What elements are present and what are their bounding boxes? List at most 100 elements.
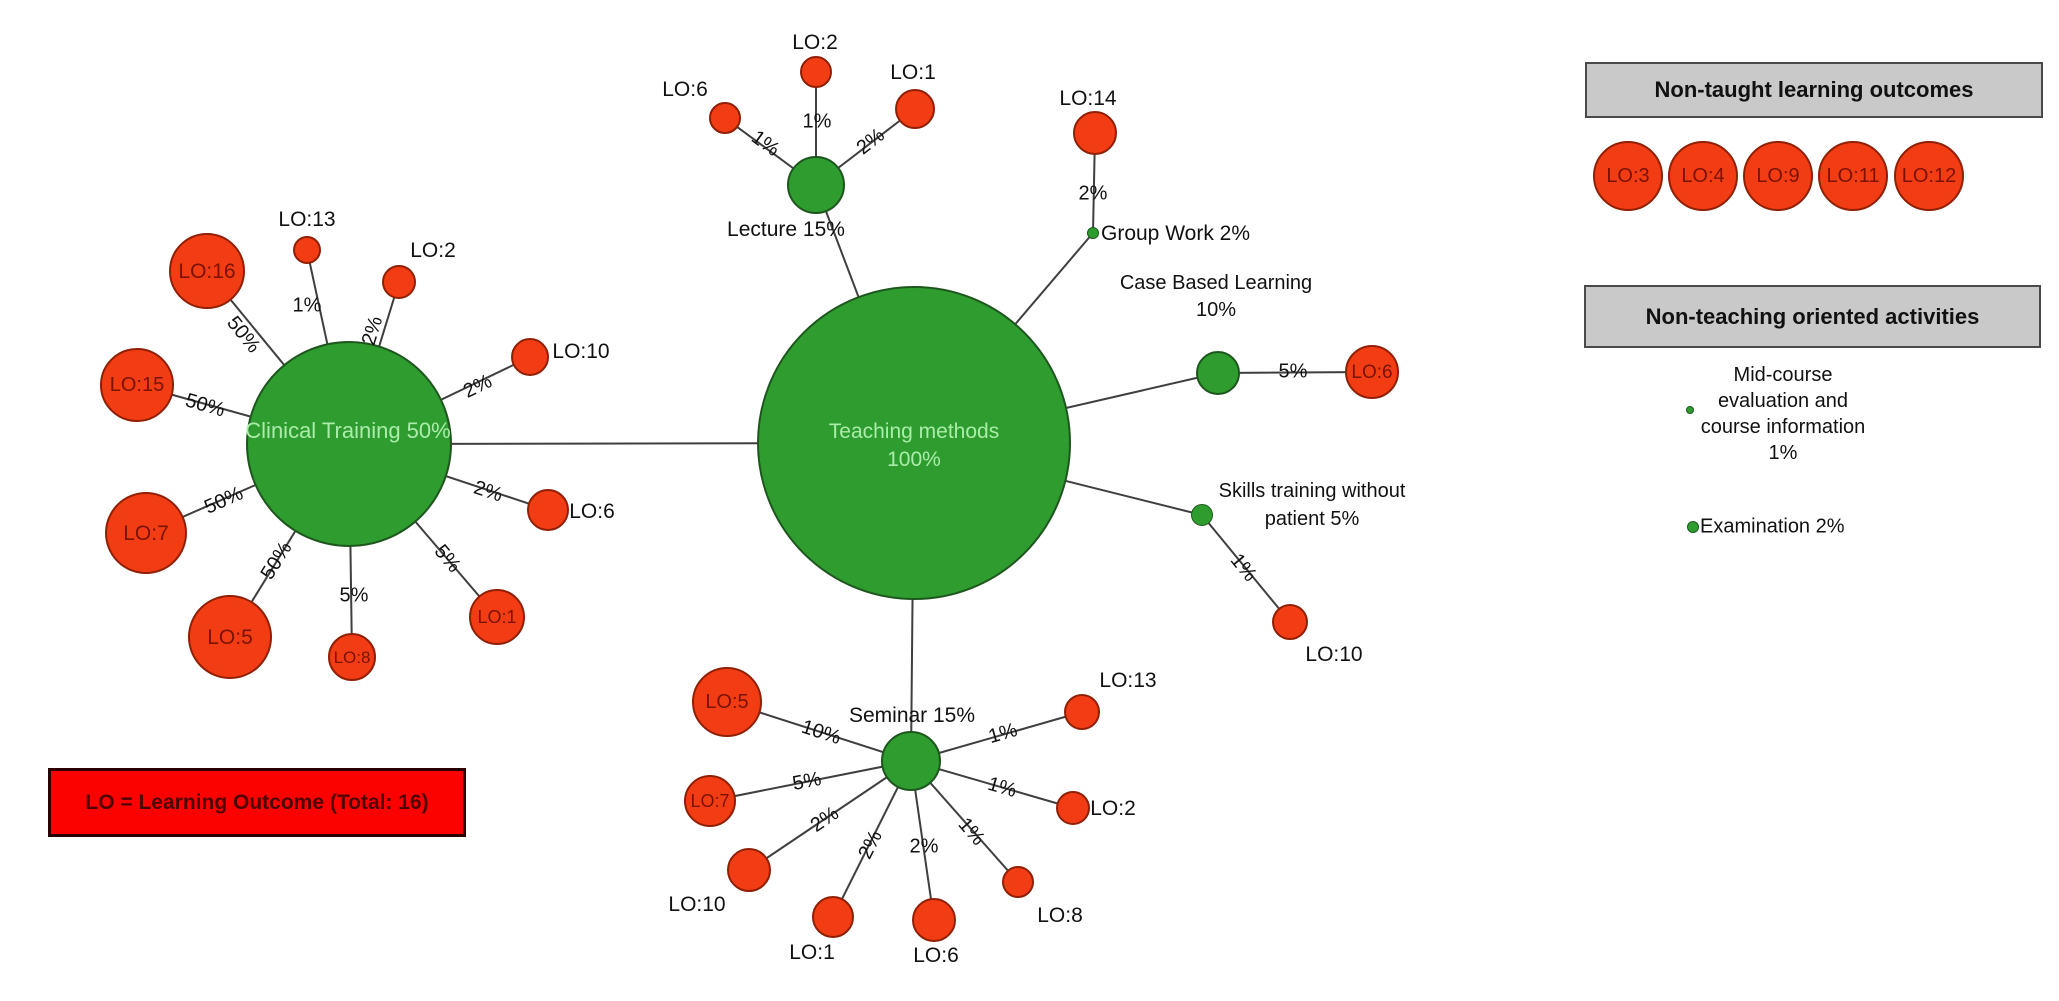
clinical-outcome-lo10-label: LO:10 [552, 340, 610, 363]
lecture-hub-label: Lecture 15% [727, 218, 845, 241]
seminar-outcome-lo10-label: LO:10 [668, 893, 726, 916]
seminar-outcome-lo5-label: LO:5 [705, 691, 749, 713]
skills-training-label: Skills training without patient 5% [1219, 477, 1406, 533]
mid-course-label-line4: 1% [1768, 442, 1798, 464]
lecture-lo2-pct-label: 1% [802, 110, 832, 133]
clinical-outcome-lo1: LO:1 [469, 589, 525, 645]
clinical-outcome-lo5-label: LO:5 [207, 625, 253, 649]
seminar-outcome-lo8-label: LO:8 [1037, 904, 1083, 927]
clinical-outcome-lo13-label: LO:13 [278, 208, 336, 231]
case-based-learning-hub [1196, 351, 1240, 395]
clinical-outcome-lo8: LO:8 [328, 633, 376, 681]
edge-seminar-lo10 [748, 760, 912, 871]
lecture-outcome-lo2-label: LO:2 [792, 31, 838, 54]
seminar-lo6-pct-label: 2% [909, 835, 939, 858]
non-taught-outcome-lo4-label: LO:4 [1681, 165, 1725, 187]
non-teaching-panel-header: Non-teaching oriented activities [1584, 285, 2041, 348]
non-taught-outcome-lo3-label: LO:3 [1606, 165, 1650, 187]
non-taught-outcome-lo11-label: LO:11 [1826, 165, 1880, 187]
cbl-outcome-lo6: LO:6 [1345, 345, 1399, 399]
cbl-lo6-pct-label: 5% [1278, 360, 1308, 383]
seminar-outcome-lo5: LO:5 [692, 667, 762, 737]
skills-training-label-line2: patient 5% [1264, 508, 1360, 530]
seminar-outcome-lo10 [727, 848, 771, 892]
examination-dot [1687, 521, 1699, 533]
clinical-outcome-lo8-label: LO:8 [333, 647, 371, 667]
non-taught-outcome-lo4: LO:4 [1668, 141, 1738, 211]
lecture-outcome-lo6-label: LO:6 [662, 78, 708, 101]
clinical-outcome-lo6-label: LO:6 [569, 500, 615, 523]
lecture-outcome-lo1-label: LO:1 [890, 61, 936, 84]
clinical-outcome-lo15-label: LO:15 [109, 374, 165, 396]
clinical-outcome-lo6 [527, 489, 569, 531]
clinical-training-hub [246, 341, 452, 547]
group-work-label: Group Work 2% [1101, 222, 1250, 245]
mid-course-label-line3: course information [1700, 416, 1866, 438]
lecture-outcome-lo6 [709, 102, 741, 134]
legend-label: LO = Learning Outcome (Total: 16) [85, 790, 429, 814]
seminar-hub [881, 731, 941, 791]
non-taught-outcome-lo9-label: LO:9 [1756, 165, 1800, 187]
clinical-outcome-lo7: LO:7 [105, 492, 187, 574]
teaching-methods-hub-label-line1: Teaching methods [828, 420, 1000, 443]
lecture-hub [787, 156, 845, 214]
clinical-outcome-lo2 [382, 265, 416, 299]
seminar-outcome-lo6-label: LO:6 [913, 944, 959, 967]
lecture-outcome-lo2 [800, 56, 832, 88]
skills-training-dot [1191, 504, 1213, 526]
seminar-outcome-lo8 [1002, 866, 1034, 898]
clinical-lo8-pct-label: 5% [339, 584, 369, 607]
non-taught-outcome-lo9: LO:9 [1743, 141, 1813, 211]
clinical-outcome-lo2-label: LO:2 [410, 239, 456, 262]
skills-training-label-line1: Skills training without [1218, 480, 1406, 502]
clinical-lo13-pct-label: 1% [292, 294, 322, 317]
seminar-outcome-lo7: LO:7 [684, 775, 736, 827]
mid-course-label-line2: evaluation and [1717, 390, 1849, 412]
skills-outcome-lo10 [1272, 604, 1308, 640]
non-taught-panel-title: Non-taught learning outcomes [1654, 77, 1974, 102]
group-work-lo14-pct-label: 2% [1078, 182, 1108, 205]
group-work-outcome-lo14 [1073, 111, 1117, 155]
edge-seminar-lo7 [709, 760, 912, 802]
seminar-outcome-lo7-label: LO:7 [690, 791, 730, 811]
teaching-methods-hub-label-line2: 100% [887, 448, 941, 471]
seminar-outcome-lo13-label: LO:13 [1099, 669, 1157, 692]
clinical-outcome-lo1-label: LO:1 [477, 607, 517, 627]
lecture-outcome-lo1 [895, 89, 935, 129]
non-taught-outcome-lo12-label: LO:12 [1901, 165, 1957, 187]
seminar-outcome-lo1-label: LO:1 [789, 941, 835, 964]
clinical-outcome-lo7-label: LO:7 [123, 521, 169, 545]
examination-label: Examination 2% [1700, 515, 1845, 538]
clinical-outcome-lo10 [511, 338, 549, 376]
skills-outcome-lo10-label: LO:10 [1305, 643, 1363, 666]
clinical-outcome-lo13 [293, 236, 321, 264]
case-based-learning-label-line1: Case Based Learning [1119, 272, 1313, 294]
mid-course-label-line1: Mid-course [1733, 364, 1833, 386]
non-taught-outcome-lo11: LO:11 [1818, 141, 1888, 211]
seminar-outcome-lo2-label: LO:2 [1090, 797, 1136, 820]
clinical-outcome-lo16: LO:16 [169, 233, 245, 309]
case-based-learning-label: Case Based Learning 10% [1120, 270, 1312, 324]
non-taught-outcome-lo3: LO:3 [1593, 141, 1663, 211]
group-work-dot [1087, 227, 1099, 239]
clinical-outcome-lo16-label: LO:16 [178, 259, 236, 283]
seminar-outcome-lo13 [1064, 694, 1100, 730]
case-based-learning-label-line2: 10% [1195, 299, 1237, 321]
teaching-methods-hub-label: Teaching methods 100% [829, 418, 999, 474]
cbl-outcome-lo6-label: LO:6 [1351, 361, 1393, 383]
seminar-outcome-lo2 [1056, 791, 1090, 825]
mid-course-label: Mid-course evaluation and course informa… [1701, 362, 1866, 466]
non-taught-panel-header: Non-taught learning outcomes [1585, 62, 2043, 118]
non-taught-outcome-lo12: LO:12 [1894, 141, 1964, 211]
clinical-outcome-lo15: LO:15 [100, 348, 174, 422]
non-teaching-panel-title: Non-teaching oriented activities [1645, 303, 1980, 329]
legend-box: LO = Learning Outcome (Total: 16) [48, 768, 466, 837]
clinical-outcome-lo5: LO:5 [188, 595, 272, 679]
seminar-hub-label: Seminar 15% [848, 704, 976, 727]
mid-course-dot [1686, 406, 1694, 414]
clinical-training-hub-label: Clinical Training 50% [245, 418, 451, 443]
seminar-outcome-lo1 [812, 896, 854, 938]
teaching-methods-hub [757, 286, 1071, 600]
edge-skills-lo10 [1201, 514, 1291, 623]
